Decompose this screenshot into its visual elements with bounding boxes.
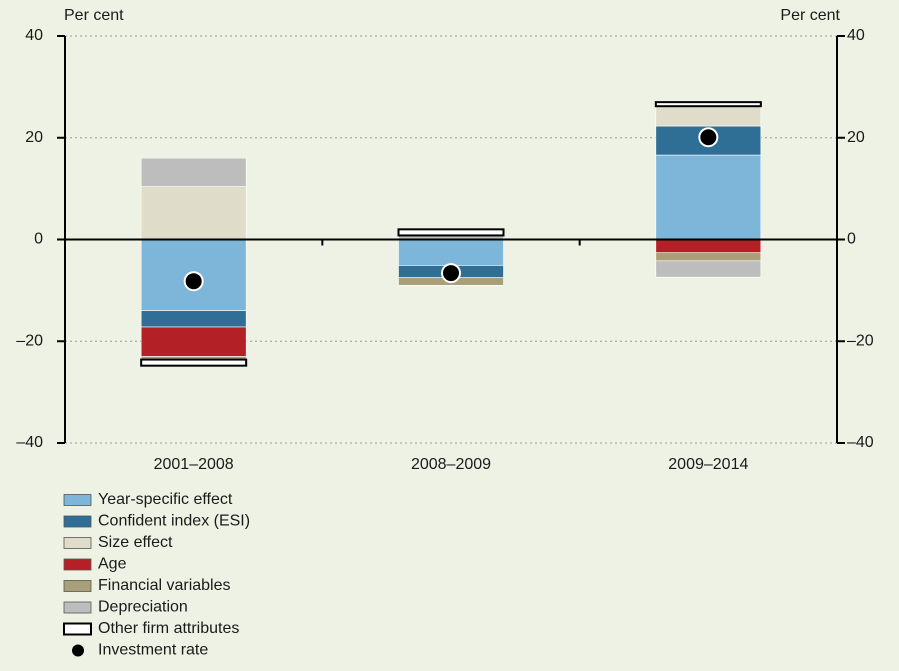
bar-segment [397, 228, 505, 237]
bar-segment [398, 239, 504, 266]
y2-tick-label: 20 [847, 129, 865, 146]
bar-segment [140, 157, 247, 187]
y-tick-label: 20 [25, 129, 43, 146]
bar-segment [655, 154, 762, 240]
bar-segment [655, 239, 762, 254]
legend-swatch [63, 537, 92, 549]
legend-label: Confident index (ESI) [98, 513, 250, 530]
y-axis-label: Per cent [64, 7, 124, 24]
legend-label: Age [98, 556, 127, 573]
legend-label: Year-specific effect [98, 491, 233, 508]
y-tick-label: –20 [16, 332, 43, 349]
legend-swatch [63, 515, 92, 528]
legend-label: Size effect [98, 534, 173, 551]
bar-segment [655, 252, 762, 262]
y2-tick-label: –40 [847, 434, 874, 451]
bar-segment [655, 105, 762, 127]
investment-dot [183, 271, 204, 292]
investment-dot [698, 127, 719, 148]
legend-swatch [63, 580, 92, 592]
y-tick-label: 0 [34, 231, 43, 248]
bar-segment [140, 326, 247, 357]
legend-swatch [63, 601, 92, 614]
y2-tick-label: 0 [847, 231, 856, 248]
legend-swatch [63, 558, 92, 571]
y-tick-label: –40 [16, 434, 43, 451]
legend-label: Financial variables [98, 577, 231, 594]
bar-segment [140, 358, 248, 367]
x-tick-label: 2009–2014 [668, 456, 748, 473]
legend-swatch [63, 622, 92, 636]
x-tick-label: 2001–2008 [154, 456, 234, 473]
y2-tick-label: 40 [847, 27, 865, 44]
bar-segment [140, 186, 247, 240]
y2-tick-label: –20 [847, 332, 874, 349]
legend-swatch [72, 644, 84, 657]
legend-label: Investment rate [98, 642, 208, 659]
investment-dot [441, 263, 461, 284]
y-tick-label: 40 [25, 27, 43, 44]
bar-segment [654, 101, 762, 108]
legend-label: Other firm attributes [98, 620, 239, 637]
x-tick-label: 2008–2009 [411, 456, 491, 473]
bar-segment [655, 260, 762, 278]
bar-segment [140, 310, 247, 328]
legend-label: Depreciation [98, 599, 188, 616]
y2-axis-label: Per cent [780, 7, 840, 24]
legend-swatch [63, 494, 92, 506]
